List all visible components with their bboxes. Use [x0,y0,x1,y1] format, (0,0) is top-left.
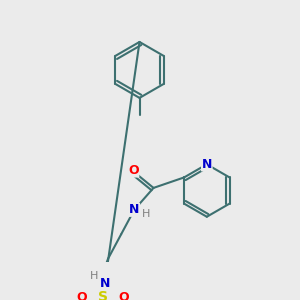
Text: H: H [90,271,98,281]
Text: O: O [118,291,129,300]
Text: S: S [98,290,108,300]
Text: N: N [202,158,212,171]
Text: O: O [128,164,139,177]
Text: H: H [142,209,151,219]
Text: N: N [99,277,110,290]
Text: O: O [76,291,87,300]
Text: N: N [129,203,140,216]
